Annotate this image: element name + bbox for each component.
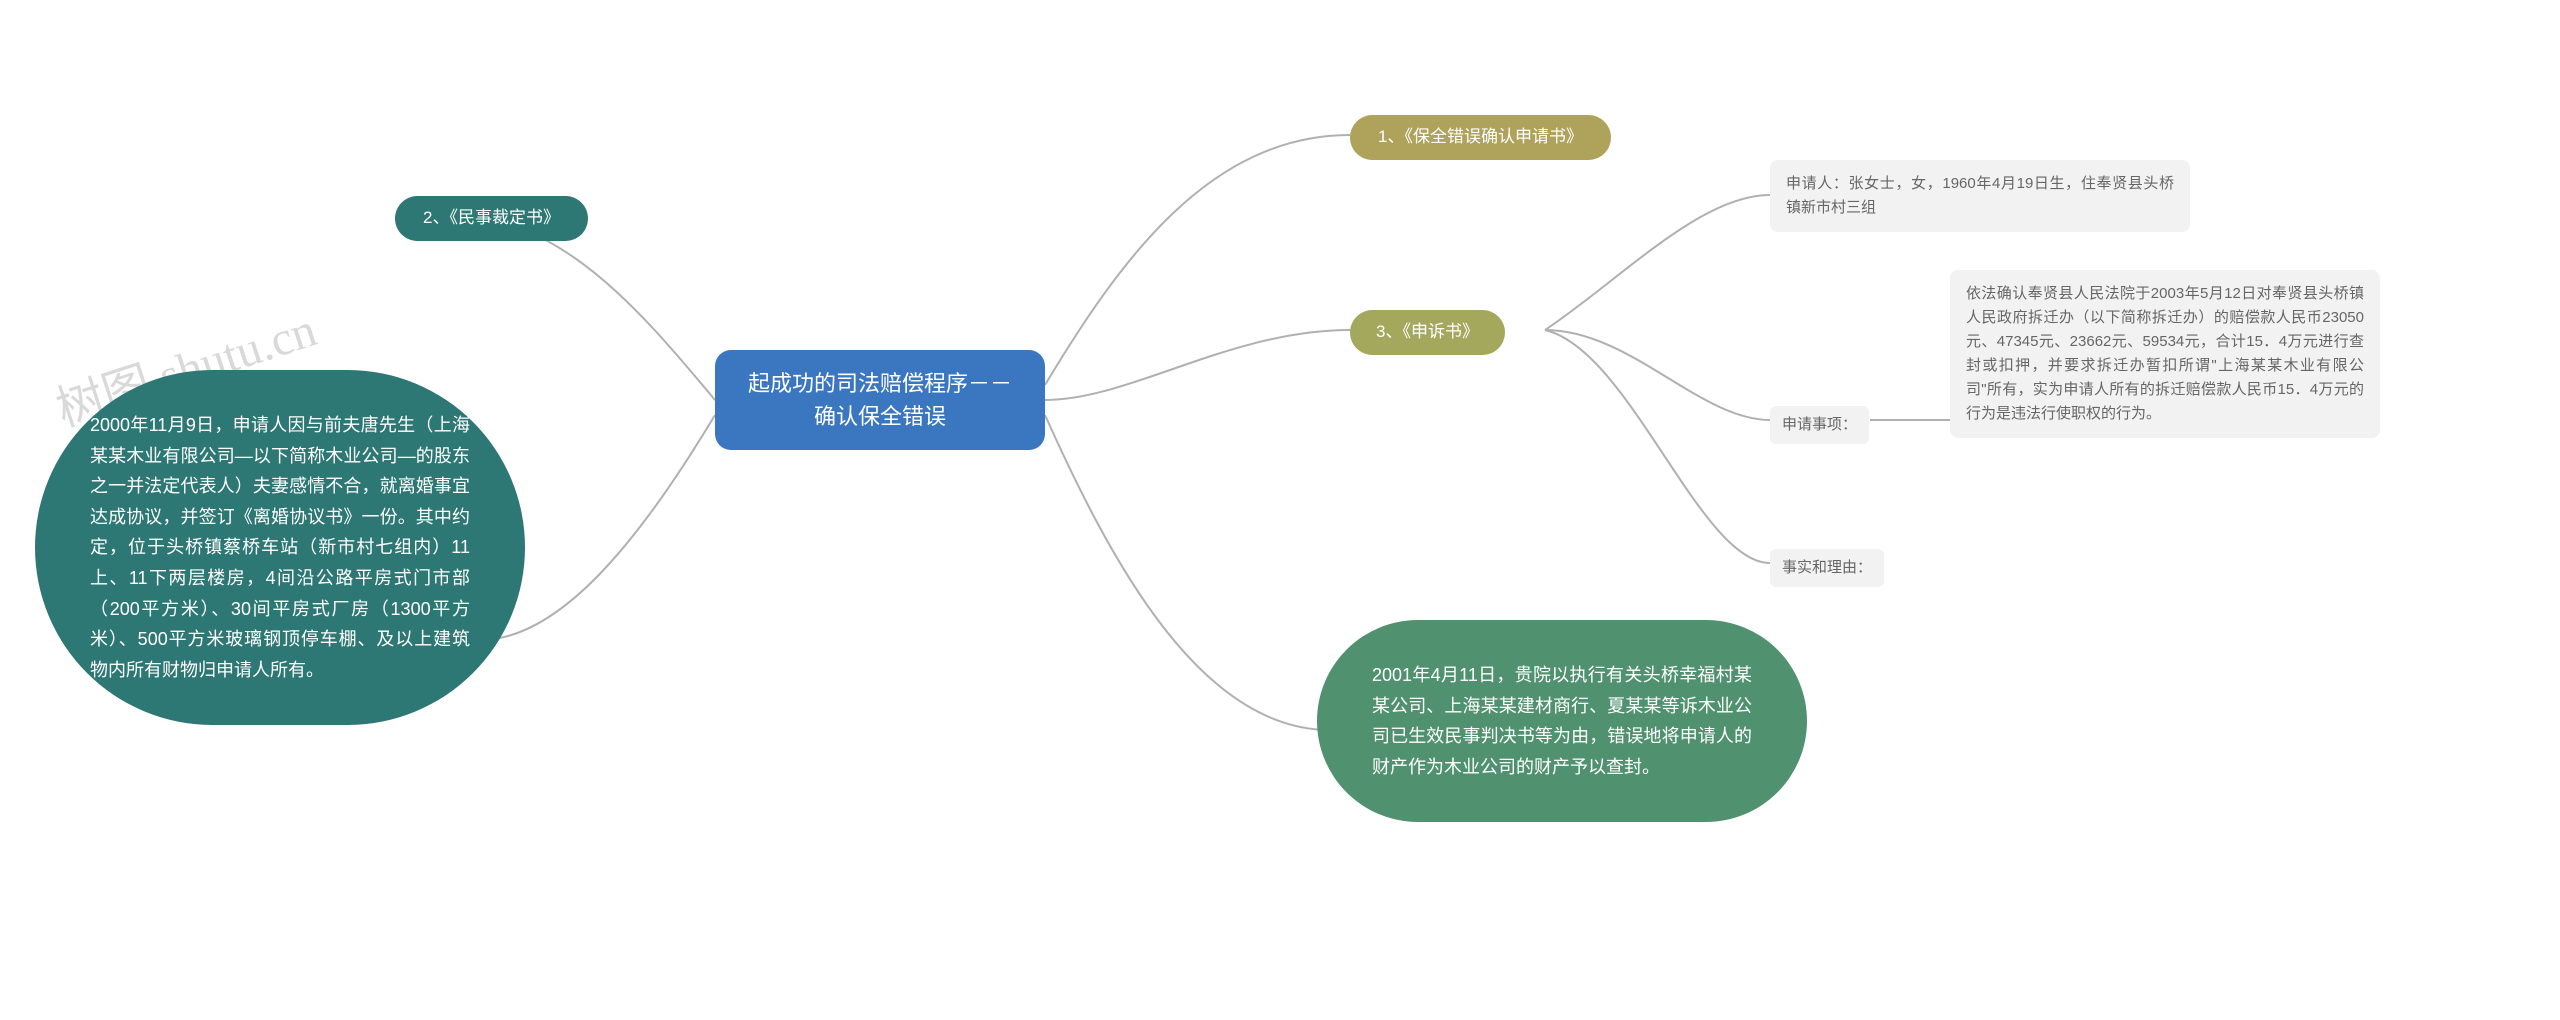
branch-1-label: 1、《保全错误确认申请书》	[1350, 115, 1611, 160]
green-detail: 2001年4月11日，贵院以执行有关头桥幸福村某某公司、上海某某建材商行、夏某某…	[1317, 620, 1807, 822]
matter-label: 申请事项：	[1770, 406, 1869, 444]
branch-2-detail: 2000年11月9日，申请人因与前夫唐先生（上海某某木业有限公司—以下简称木业公…	[35, 370, 525, 725]
branch-3-label: 3、《申诉书》	[1350, 310, 1505, 355]
facts-label: 事实和理由：	[1770, 549, 1884, 587]
matter-text: 依法确认奉贤县人民法院于2003年5月12日对奉贤县头桥镇人民政府拆迁办（以下简…	[1950, 270, 2380, 438]
root-node: 起成功的司法赔偿程序－－确认保全错误	[715, 350, 1045, 450]
applicant-box: 申请人：张女士，女，1960年4月19日生，住奉贤县头桥镇新市村三组	[1770, 160, 2190, 232]
branch-2-label: 2、《民事裁定书》	[395, 196, 588, 241]
